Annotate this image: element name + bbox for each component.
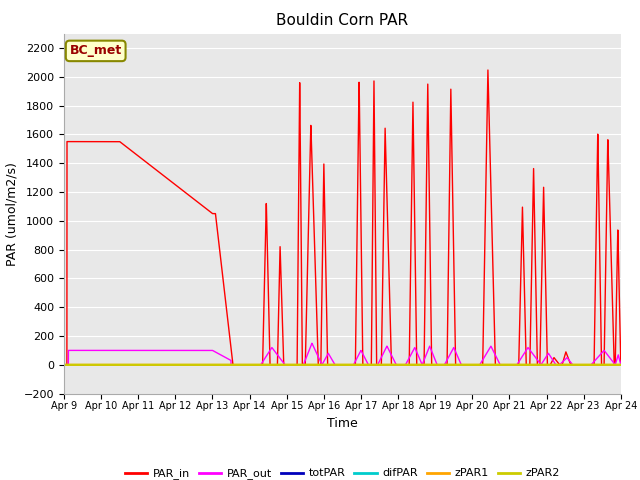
Text: BC_met: BC_met [70,44,122,58]
X-axis label: Time: Time [327,417,358,430]
Y-axis label: PAR (umol/m2/s): PAR (umol/m2/s) [5,162,18,265]
Legend: PAR_in, PAR_out, totPAR, difPAR, zPAR1, zPAR2: PAR_in, PAR_out, totPAR, difPAR, zPAR1, … [120,464,564,480]
Title: Bouldin Corn PAR: Bouldin Corn PAR [276,13,408,28]
